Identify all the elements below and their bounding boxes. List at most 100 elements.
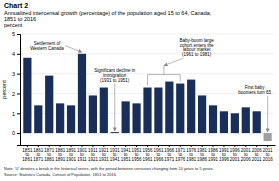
tick-label: 1881to1891 (55, 148, 66, 163)
tick-label: 1966to1971 (164, 148, 175, 163)
tick: 1 (12, 111, 20, 117)
text-line: Western Canada (30, 46, 64, 51)
text-line: (1931 to 1951) (100, 78, 130, 83)
tick: 4 (12, 51, 20, 57)
tick-label: 1 (12, 111, 15, 117)
bar (56, 103, 64, 133)
tick-label: 1976to1981 (186, 148, 197, 163)
bracket (147, 75, 148, 86)
y-axis: 0 1 2 3 4 5 (12, 31, 21, 145)
tick-mark (17, 93, 20, 94)
text-line: 1901 (66, 157, 77, 162)
bar (165, 82, 173, 134)
annotation: Settlement ofWestern Canada (30, 41, 64, 51)
text-line: 2006 (241, 157, 252, 162)
tick-label: 1996to2001 (230, 148, 241, 163)
bar (242, 107, 250, 133)
tick: 1871to1881 (44, 145, 55, 162)
grid-line (20, 53, 275, 54)
grid-line (20, 73, 275, 74)
bracket (180, 75, 181, 82)
tick-label: 1981to1986 (197, 148, 208, 163)
text-line: 2011 (252, 157, 262, 162)
annotation: Significant decline inimmigration(1931 t… (94, 68, 136, 83)
bar (78, 54, 86, 133)
tick-label: 1941to1951 (121, 148, 132, 163)
bar (187, 80, 195, 134)
unit-label: percent (4, 22, 23, 28)
bar (198, 95, 206, 133)
bar (132, 103, 140, 133)
tick: 0 (12, 130, 20, 136)
tick-mark (17, 133, 20, 134)
tick: 2001to2006 (241, 145, 252, 162)
tick: 1956to1961 (142, 145, 153, 162)
y-axis-label: percent (1, 80, 7, 99)
tick: 1891to1901 (66, 145, 77, 162)
tick: 2 (12, 91, 20, 97)
tick: 1901to1911 (77, 145, 88, 162)
grid-line (20, 34, 275, 35)
grid (20, 34, 275, 133)
tick: 1986to1991 (208, 145, 219, 162)
bar (209, 105, 217, 133)
text-line: 2016 (263, 157, 274, 162)
text-line: 1961 (142, 157, 153, 162)
annotation-arrow (164, 58, 184, 65)
tick: 1976to1981 (186, 145, 197, 162)
text-line: 1881 (44, 157, 55, 162)
tick-label: 1991to1996 (219, 148, 230, 163)
annotations: Settlement ofWestern Canada Significant d… (30, 38, 271, 132)
tick: 1961to1966 (153, 145, 164, 162)
tick-label: 2001to2006 (241, 148, 252, 163)
tick: 1941to1951 (121, 145, 132, 162)
tick: 1971to1976 (175, 145, 186, 162)
tick-label: 2011to2016 (263, 148, 274, 163)
tick-label: 1986to1991 (208, 148, 219, 163)
text-line: 1956 (132, 157, 143, 162)
tick-label: 1931to1941 (110, 148, 121, 163)
tick: 1966to1971 (164, 145, 175, 162)
tick-label: 1971to1976 (175, 148, 186, 163)
tick: 3 (12, 71, 20, 77)
bar (45, 76, 53, 133)
annotation: Baby-boom largecohort enters thelabour m… (180, 38, 215, 57)
text-line: boomers turn 65 (238, 90, 271, 95)
text-line: 1931 (99, 157, 110, 162)
text-line: 1976 (175, 157, 186, 162)
title: Chart 2 (4, 2, 28, 9)
tick: 1881to1891 (55, 145, 66, 162)
tick-label: 1901to1911 (77, 148, 88, 163)
bracket (163, 66, 164, 75)
bar (220, 111, 228, 133)
tick-label: 1921to1931 (99, 148, 110, 163)
annotation-arrow (267, 96, 268, 132)
tick-label: 1951to1956 (132, 148, 143, 163)
tick-label: 1891to1901 (66, 148, 77, 163)
bar (89, 95, 97, 133)
text-line: 1921 (88, 157, 99, 162)
bar (143, 88, 151, 134)
tick: 1861to1871 (33, 145, 44, 162)
tick-label: 0 (12, 130, 15, 136)
bar (154, 88, 162, 134)
text-line: 1991 (208, 157, 219, 162)
tick-label: 1871to1881 (44, 148, 55, 163)
bar (264, 133, 272, 141)
text-line: 1971 (164, 157, 175, 162)
tick: 2011to2016 (263, 145, 274, 162)
tick-label: 1956to1961 (142, 148, 153, 163)
tick: 2006to2011 (252, 145, 263, 162)
text-line: 1966 (153, 157, 164, 162)
text-line: 1981 (186, 157, 197, 162)
tick-mark (17, 74, 20, 75)
source: Source: Statistics Canada, Census of Pop… (4, 172, 117, 177)
axis-line (17, 35, 21, 146)
subtitle: Annualized intercensal growth (percentag… (4, 10, 212, 22)
footnote: Note: 'U' denotes a break in the histori… (4, 166, 214, 171)
tick: 1951to1956 (132, 145, 143, 162)
text-line: 1861 (22, 157, 33, 162)
tick-label: 5 (12, 31, 15, 37)
axis-line (21, 145, 276, 146)
tick-mark (17, 113, 20, 114)
